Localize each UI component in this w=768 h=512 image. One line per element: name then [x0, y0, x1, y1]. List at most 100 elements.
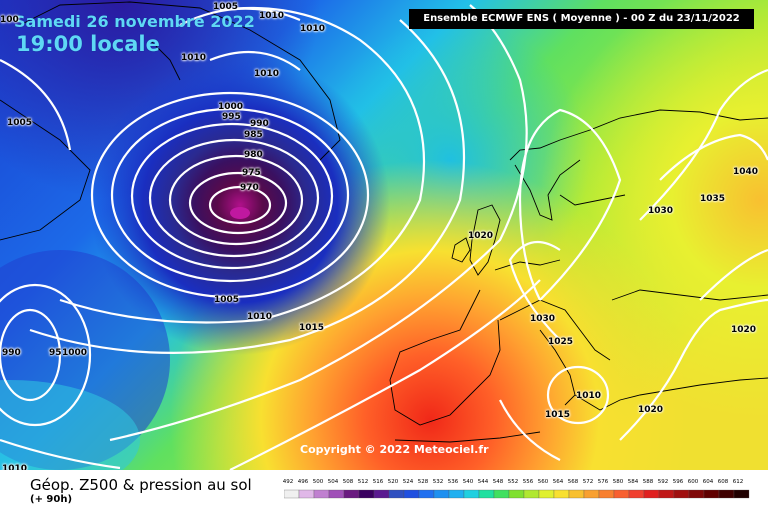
- model-run-banner: Ensemble ECMWF ENS ( Moyenne ) - 00 Z du…: [409, 9, 754, 29]
- legend-swatch: [658, 489, 675, 499]
- legend-label: 516: [372, 479, 384, 485]
- legend-swatch: [478, 489, 495, 499]
- legend-label: 600: [687, 479, 699, 485]
- legend-label: 560: [537, 479, 549, 485]
- legend-label: 596: [672, 479, 684, 485]
- legend-label: 508: [342, 479, 354, 485]
- isobars: [0, 4, 768, 470]
- isobar-label: 1040: [733, 167, 759, 177]
- isobar-label: 1020: [731, 325, 757, 335]
- isobar-label: 1010: [254, 69, 280, 79]
- forecast-map: Samedi 26 novembre 2022 19:00 locale Ens…: [0, 0, 768, 470]
- map-title: Géop. Z500 & pression au sol: [30, 476, 252, 494]
- isobar-label: 95: [49, 348, 62, 358]
- isobar-label: 995: [222, 112, 241, 122]
- legend-swatch: [523, 489, 540, 499]
- legend-label: 548: [492, 479, 504, 485]
- legend-swatch: [328, 489, 345, 499]
- legend-label: 608: [717, 479, 729, 485]
- legend-swatch: [628, 489, 645, 499]
- legend-label: 524: [402, 479, 414, 485]
- legend-label: 612: [732, 479, 744, 485]
- low-pressure-core: [0, 0, 768, 470]
- isobar-label: 1005: [214, 295, 240, 305]
- legend-label: 512: [357, 479, 369, 485]
- isobar-label: 100: [0, 15, 19, 25]
- isobar-label: 975: [242, 168, 261, 178]
- forecast-local-time: 19:00 locale: [16, 32, 160, 56]
- legend-label: 540: [462, 479, 474, 485]
- isobar-label: 1015: [545, 410, 571, 420]
- legend-label: 564: [552, 479, 564, 485]
- legend-swatch: [583, 489, 600, 499]
- legend-swatch: [463, 489, 480, 499]
- isobar-label: 1020: [468, 231, 494, 241]
- legend-swatch: [388, 489, 405, 499]
- legend-swatch: [448, 489, 465, 499]
- legend-label: 552: [507, 479, 519, 485]
- legend-label: 584: [627, 479, 639, 485]
- isobar-label: 1005: [7, 118, 33, 128]
- legend-label: 492: [282, 479, 294, 485]
- map-graphic: [0, 0, 768, 470]
- copyright-notice: Copyright © 2022 Meteociel.fr: [300, 443, 489, 456]
- legend-swatch: [358, 489, 375, 499]
- legend-label: 500: [312, 479, 324, 485]
- legend-swatch: [343, 489, 360, 499]
- isobar-label: 1035: [700, 194, 726, 204]
- isobar-label: 980: [244, 150, 263, 160]
- legend-label: 496: [297, 479, 309, 485]
- legend-swatch: [703, 489, 720, 499]
- isobar-label: 990: [2, 348, 21, 358]
- legend-swatch: [598, 489, 615, 499]
- legend-swatch: [298, 489, 315, 499]
- legend-label: 520: [387, 479, 399, 485]
- isobar-label: 1015: [299, 323, 325, 333]
- legend-swatch: [553, 489, 570, 499]
- color-scale-legend: [284, 489, 750, 499]
- isobar-label: 1020: [638, 405, 664, 415]
- legend-label: 604: [702, 479, 714, 485]
- isobar-label: 1030: [530, 314, 556, 324]
- legend-label: 568: [567, 479, 579, 485]
- isobar-label: 1000: [62, 348, 88, 358]
- legend-label: 536: [447, 479, 459, 485]
- isobar-label: 990: [250, 119, 269, 129]
- isobar-label: 1010: [300, 24, 326, 34]
- legend-swatch: [508, 489, 525, 499]
- legend-label: 592: [657, 479, 669, 485]
- legend-swatch: [538, 489, 555, 499]
- legend-swatch: [733, 489, 750, 499]
- legend-swatch: [688, 489, 705, 499]
- legend-swatch: [418, 489, 435, 499]
- legend-swatch: [643, 489, 660, 499]
- legend-label: 588: [642, 479, 654, 485]
- legend-swatch: [313, 489, 330, 499]
- legend-swatch: [493, 489, 510, 499]
- forecast-hour: (+ 90h): [30, 494, 73, 505]
- legend-label: 504: [327, 479, 339, 485]
- legend-swatch: [568, 489, 585, 499]
- legend-swatch: [433, 489, 450, 499]
- low-center-marker: [230, 207, 250, 219]
- legend-label: 544: [477, 479, 489, 485]
- legend-swatch: [373, 489, 390, 499]
- legend-label: 528: [417, 479, 429, 485]
- isobar-label: 1005: [213, 2, 239, 12]
- forecast-date: Samedi 26 novembre 2022: [14, 12, 255, 31]
- legend-swatch: [403, 489, 420, 499]
- isobar-label: 1025: [548, 337, 574, 347]
- legend-swatch: [284, 489, 300, 499]
- isobar-label: 1010: [247, 312, 273, 322]
- legend-swatch: [613, 489, 630, 499]
- legend-label: 556: [522, 479, 534, 485]
- isobar-label: 1010: [576, 391, 602, 401]
- isobar-label: 970: [240, 183, 259, 193]
- isobar-label: 1010: [259, 11, 285, 21]
- legend-label: 576: [597, 479, 609, 485]
- legend-swatch: [673, 489, 690, 499]
- legend-swatch: [718, 489, 735, 499]
- isobar-label: 1010: [2, 464, 28, 470]
- legend-label: 572: [582, 479, 594, 485]
- legend-label: 580: [612, 479, 624, 485]
